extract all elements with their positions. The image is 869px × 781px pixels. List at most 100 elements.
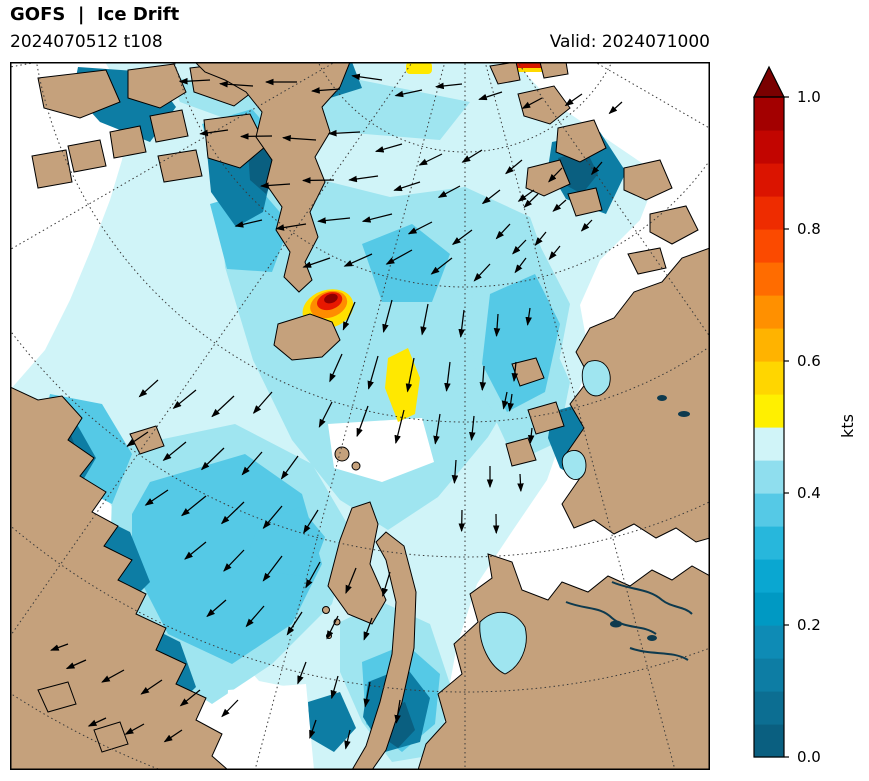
northeast-island xyxy=(623,159,673,201)
archipelago-island xyxy=(157,149,203,183)
drift-arrow xyxy=(326,615,339,640)
drift-arrow xyxy=(124,723,145,735)
drift-arrow xyxy=(385,249,413,265)
river xyxy=(565,601,657,635)
archipelago-island xyxy=(109,125,147,159)
archipelago-island xyxy=(67,139,107,173)
drift-arrow xyxy=(162,441,187,461)
drift-arrow xyxy=(367,355,379,390)
drift-arrow xyxy=(163,729,183,743)
coastal-islet xyxy=(129,425,165,455)
drift-vector-layer xyxy=(50,73,623,750)
drift-arrow xyxy=(275,223,307,231)
drift-arrow xyxy=(317,217,351,224)
drift-arrow xyxy=(473,263,491,282)
top-edge-red-streak xyxy=(508,62,552,69)
archipelago-island xyxy=(31,149,73,189)
drift-arrow xyxy=(282,134,317,142)
drift-arrow xyxy=(493,313,501,337)
drift-arrow xyxy=(211,395,235,418)
tiny-island xyxy=(322,606,330,614)
lake xyxy=(678,411,690,417)
drift-arrow xyxy=(374,143,403,153)
drift-arrow xyxy=(511,361,519,382)
coastal-islet xyxy=(93,721,129,753)
central-peninsula xyxy=(327,501,387,625)
drift-arrow xyxy=(65,659,87,670)
drift-arrow xyxy=(444,361,451,392)
colorbar-over-arrow xyxy=(753,65,785,98)
valid-time-label: Valid: 2024071000 xyxy=(549,32,710,52)
drift-arrow xyxy=(405,357,415,393)
sea-island xyxy=(505,437,537,467)
drift-arrow xyxy=(507,393,514,412)
drift-arrow xyxy=(101,669,125,683)
drift-arrow xyxy=(552,199,567,212)
drift-arrow xyxy=(451,459,459,484)
drift-arrow xyxy=(144,489,169,506)
drift-arrow xyxy=(394,409,405,445)
map-figure xyxy=(10,62,710,770)
coastal-inlet xyxy=(479,612,527,675)
drift-arrow xyxy=(140,679,163,695)
northeast-island xyxy=(539,62,569,79)
drift-arrow xyxy=(327,129,361,137)
drift-arrow xyxy=(344,729,351,750)
drift-arrow xyxy=(407,221,433,235)
lake xyxy=(610,620,622,628)
drift-arrow xyxy=(517,189,535,202)
drift-arrow xyxy=(521,97,543,109)
drift-arrow xyxy=(420,303,429,336)
lake xyxy=(647,635,657,641)
colorbar-svg xyxy=(753,65,789,758)
drift-arrow xyxy=(580,219,593,232)
drift-arrow xyxy=(451,229,473,246)
drift-arrow xyxy=(305,561,321,589)
graticule-layer xyxy=(10,62,710,770)
drift-arrow xyxy=(363,681,371,708)
south-mainland xyxy=(417,553,710,770)
drift-arrow xyxy=(50,643,69,651)
north-landmass xyxy=(194,62,351,293)
drift-arrow xyxy=(590,161,603,176)
coastal-inlet xyxy=(561,450,587,481)
archipelago-island xyxy=(127,63,187,109)
drift-arrow xyxy=(297,661,307,685)
drift-arrow xyxy=(234,219,263,228)
colorbar-tick-label: 1.0 xyxy=(797,88,821,106)
colorbar-tick-label: 0.6 xyxy=(797,352,821,370)
colorbar-tick-label: 0.2 xyxy=(797,616,821,634)
coastal-islet xyxy=(37,681,77,713)
drift-arrow xyxy=(342,301,356,331)
drift-arrow xyxy=(126,431,149,447)
drift-arrow xyxy=(309,719,317,740)
drift-arrow xyxy=(262,555,283,582)
drift-arrow xyxy=(525,307,532,326)
drift-arrow xyxy=(223,549,245,572)
speed-hotspots xyxy=(282,62,560,422)
west-landmass xyxy=(10,386,229,770)
drift-arrow xyxy=(221,699,239,718)
archipelago-island xyxy=(149,109,189,143)
drift-arrow xyxy=(394,89,423,98)
colorbar: 0.0 0.2 0.4 0.6 0.8 1.0 kts xyxy=(753,65,869,777)
drift-arrow xyxy=(479,365,487,391)
drift-arrow xyxy=(418,153,443,166)
drift-arrow xyxy=(330,675,339,700)
drift-arrow xyxy=(199,129,229,137)
colorbar-tick-label: 0.4 xyxy=(797,484,821,502)
drift-arrow xyxy=(505,159,523,175)
drift-arrow xyxy=(260,182,291,189)
drift-arrow xyxy=(329,353,343,383)
drift-arrow xyxy=(178,77,211,85)
drift-arrow xyxy=(280,455,299,480)
drift-arrow xyxy=(430,257,453,275)
model-run-label: 2024070512 t108 xyxy=(10,32,163,52)
drift-arrow xyxy=(345,567,357,595)
lake xyxy=(657,395,667,401)
drift-arrow xyxy=(517,473,524,493)
northeast-island xyxy=(649,205,699,245)
drift-arrow xyxy=(184,541,207,560)
drift-arrow xyxy=(548,167,563,183)
